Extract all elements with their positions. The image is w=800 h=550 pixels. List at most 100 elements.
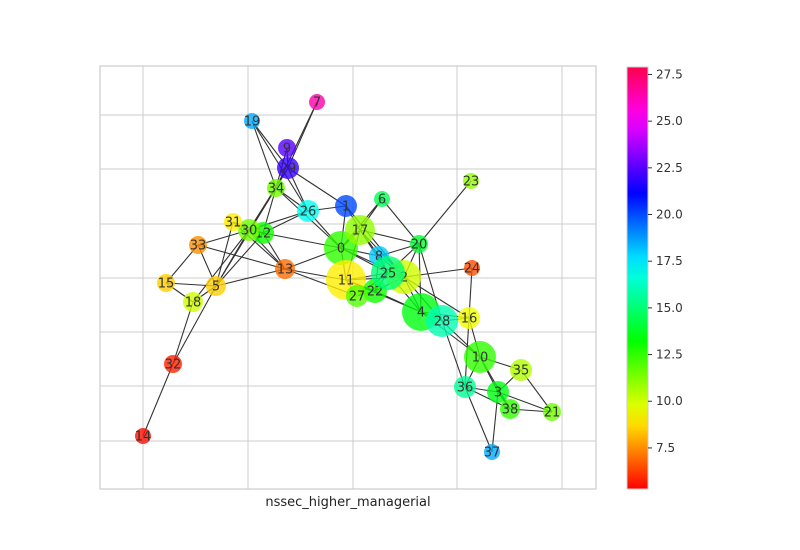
edge-5-13	[215, 268, 286, 287]
node-1: 1	[335, 195, 357, 217]
colorbar-tick-label: 10.0	[656, 394, 683, 408]
node-25: 25	[371, 256, 405, 290]
node-layer: 0123456789101112131415161718192021222324…	[135, 94, 561, 461]
colorbar-tick-label: 20.0	[656, 208, 683, 222]
node-circle-6	[374, 191, 390, 207]
colorbar-tick-label: 25.0	[656, 114, 683, 128]
node-label-22: 22	[367, 285, 384, 300]
edge-31-5	[215, 221, 234, 287]
node-label-24: 24	[464, 262, 481, 277]
node-31: 31	[224, 213, 242, 231]
node-24: 24	[464, 260, 481, 277]
node-label-6: 6	[378, 193, 386, 208]
node-circle-30	[238, 219, 260, 241]
node-23: 23	[463, 173, 480, 190]
colorbar: 7.5 10.0 12.5 15.0 17.5 20.0 22.5 25.0 27.5	[626, 66, 683, 490]
node-circle-10	[464, 341, 496, 373]
node-circle-21	[543, 403, 561, 421]
node-circle-28	[426, 305, 458, 337]
node-circle-32	[164, 355, 182, 373]
node-label-27: 27	[349, 290, 366, 305]
node-label-3: 3	[494, 386, 502, 401]
edge-6-20	[381, 198, 420, 245]
node-label-36: 36	[457, 381, 474, 396]
node-circle-17	[345, 215, 375, 245]
node-circle-9	[278, 139, 296, 157]
node-label-31: 31	[225, 216, 242, 231]
node-label-32: 32	[165, 358, 182, 373]
node-circle-26	[297, 200, 319, 222]
node-circle-27	[346, 285, 368, 307]
node-6: 6	[374, 191, 390, 208]
node-label-16: 16	[461, 312, 478, 327]
edge-5-32	[172, 285, 217, 365]
node-13: 13	[275, 259, 295, 279]
node-label-7: 7	[313, 96, 321, 111]
node-label-38: 38	[502, 403, 519, 418]
node-label-0: 0	[337, 242, 345, 257]
node-circle-13	[275, 259, 295, 279]
node-label-21: 21	[544, 406, 561, 421]
node-26: 26	[297, 200, 319, 222]
node-10: 10	[464, 341, 496, 373]
node-circle-37	[484, 444, 500, 460]
node-34: 34	[267, 179, 285, 197]
node-label-1: 1	[342, 200, 350, 215]
node-20: 20	[410, 235, 428, 253]
node-label-37: 37	[484, 446, 501, 461]
node-label-25: 25	[380, 267, 397, 282]
node-37: 37	[484, 444, 501, 461]
node-circle-19	[244, 113, 260, 129]
edge-19-34	[251, 120, 277, 189]
node-label-28: 28	[434, 315, 451, 330]
colorbar-tick-label: 22.5	[656, 161, 683, 175]
node-7: 7	[309, 94, 325, 111]
node-14: 14	[135, 428, 152, 445]
node-label-33: 33	[190, 239, 207, 254]
node-label-11: 11	[338, 274, 355, 289]
node-9: 9	[278, 139, 296, 157]
edge-29-1	[287, 167, 347, 207]
node-circle-20	[410, 235, 428, 253]
node-28: 28	[426, 305, 458, 337]
node-label-29: 29	[280, 162, 297, 177]
node-36: 36	[454, 376, 476, 398]
node-label-14: 14	[135, 430, 152, 445]
node-circle-15	[157, 274, 175, 292]
node-circle-3	[487, 381, 509, 403]
colorbar-ticks: 7.5 10.0 12.5 15.0 17.5 20.0 22.5 25.0 27.5	[648, 67, 683, 455]
node-circle-5	[206, 276, 226, 296]
node-19: 19	[244, 113, 261, 130]
node-27: 27	[346, 285, 368, 307]
node-label-15: 15	[158, 277, 175, 292]
colorbar-tick-label: 12.5	[656, 348, 683, 362]
node-5: 5	[206, 276, 226, 296]
node-label-18: 18	[185, 296, 202, 311]
node-35: 35	[510, 359, 532, 381]
edge-36-37	[464, 386, 493, 453]
colorbar-gradient	[626, 66, 649, 490]
node-label-19: 19	[244, 115, 261, 130]
node-17: 17	[345, 215, 375, 245]
node-15: 15	[157, 274, 175, 292]
node-21: 21	[543, 403, 561, 421]
node-circle-33	[189, 236, 207, 254]
node-circle-29	[277, 157, 299, 179]
node-circle-34	[267, 179, 285, 197]
colorbar-tick-label: 7.5	[656, 441, 675, 455]
node-30: 30	[238, 219, 260, 241]
node-32: 32	[164, 355, 182, 373]
node-circle-7	[309, 94, 325, 110]
x-axis-label: nssec_higher_managerial	[265, 495, 430, 510]
colorbar-tick-label: 17.5	[656, 254, 683, 268]
node-label-34: 34	[268, 182, 285, 197]
node-label-23: 23	[463, 175, 480, 190]
node-circle-1	[335, 195, 357, 217]
node-33: 33	[189, 236, 207, 254]
plot-area: 0123456789101112131415161718192021222324…	[99, 65, 597, 490]
node-label-26: 26	[300, 205, 317, 220]
node-circle-16	[458, 307, 480, 329]
edge-30-18	[192, 229, 250, 303]
node-label-35: 35	[513, 364, 530, 379]
